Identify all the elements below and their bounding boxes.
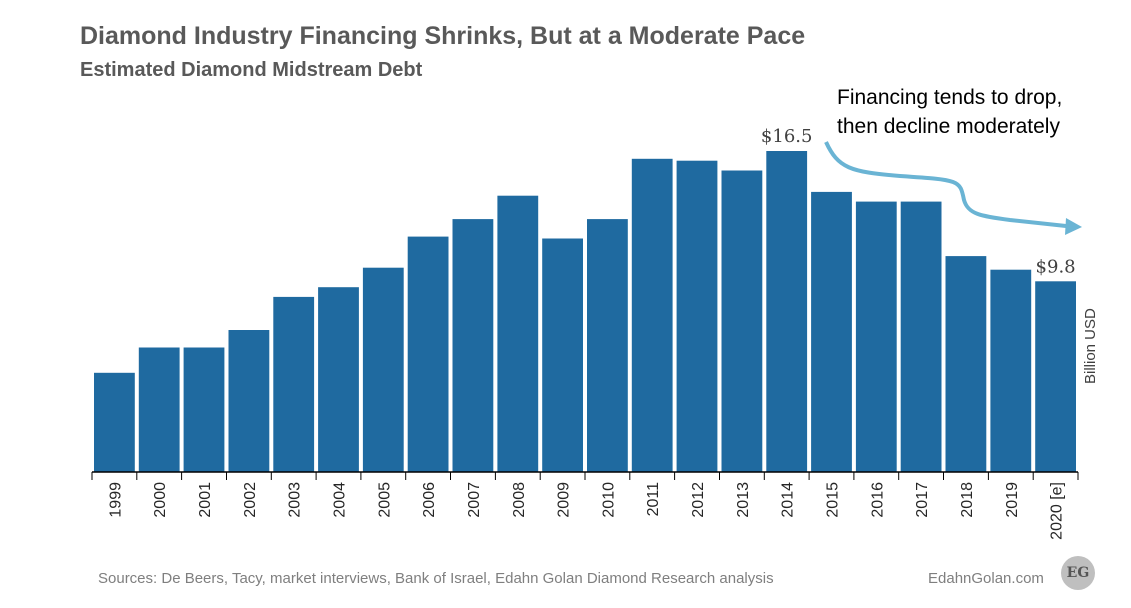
bar-2015: [811, 191, 852, 472]
trend-arrow-head: [1065, 218, 1082, 235]
source-note: Sources: De Beers, Tacy, market intervie…: [98, 570, 774, 587]
x-tick-label: 2009: [556, 482, 573, 518]
bar-2005: [362, 267, 404, 472]
x-tick-label: 2007: [466, 482, 483, 518]
x-tick-label: 2001: [197, 482, 214, 518]
bar-2007: [452, 219, 494, 472]
x-tick-label: 2015: [825, 482, 842, 518]
x-tick-label: 2019: [1004, 482, 1021, 518]
bar-2018: [945, 256, 987, 472]
bar-2020e: [1035, 281, 1076, 472]
x-tick-label: 2013: [735, 482, 752, 518]
bar-2001: [183, 347, 225, 472]
bar-2014: [766, 151, 808, 472]
x-tick-label: 2017: [914, 482, 931, 518]
eg-logo: EG: [1061, 556, 1095, 590]
x-tick-label: 2010: [600, 482, 617, 518]
site-name: EdahnGolan.com: [928, 570, 1044, 587]
bar-2013: [721, 170, 763, 472]
chart-title: Diamond Industry Financing Shrinks, But …: [80, 22, 806, 50]
annotation-line-1: Financing tends to drop,: [837, 86, 1062, 109]
x-tick-label: 2016: [869, 482, 886, 518]
bar-2008: [497, 195, 539, 472]
x-tick-label: 2002: [242, 482, 259, 518]
y-axis-label: Billion USD: [1082, 308, 1099, 384]
x-tick-label: 2005: [376, 482, 393, 518]
x-tick-label: 2012: [690, 482, 707, 518]
x-tick-label: 2018: [959, 482, 976, 518]
x-tick-label: 2011: [645, 482, 662, 517]
x-tick-label: 2008: [511, 482, 528, 518]
bar-2003: [273, 296, 315, 472]
trend-arrow: [824, 141, 1067, 228]
bar-2009: [542, 238, 583, 472]
bar-2011: [631, 158, 673, 473]
bar-1999: [94, 372, 135, 472]
chart-subtitle: Estimated Diamond Midstream Debt: [80, 59, 423, 81]
x-tick-label: 2020 [e]: [1049, 482, 1066, 540]
x-tick-label: 2006: [421, 482, 438, 518]
bar-2019: [990, 269, 1032, 472]
data-label: $9.8: [1036, 256, 1076, 277]
bar-2004: [318, 287, 359, 472]
x-tick-label: 2003: [287, 482, 304, 518]
bar-2010: [587, 219, 628, 472]
bar-2006: [407, 236, 449, 472]
bar-2000: [138, 347, 180, 472]
bar-2016: [855, 201, 897, 472]
annotation-line-2: then decline moderately: [837, 115, 1060, 138]
x-tick-label: 1999: [107, 482, 124, 518]
data-label: $16.5: [761, 126, 813, 147]
bar-2002: [228, 330, 270, 472]
bar-2012: [676, 160, 718, 472]
x-tick-label: 2004: [332, 482, 349, 518]
x-tick-label: 2000: [152, 482, 169, 518]
x-tick-label: 2014: [780, 482, 797, 518]
bar-2017: [900, 201, 942, 472]
